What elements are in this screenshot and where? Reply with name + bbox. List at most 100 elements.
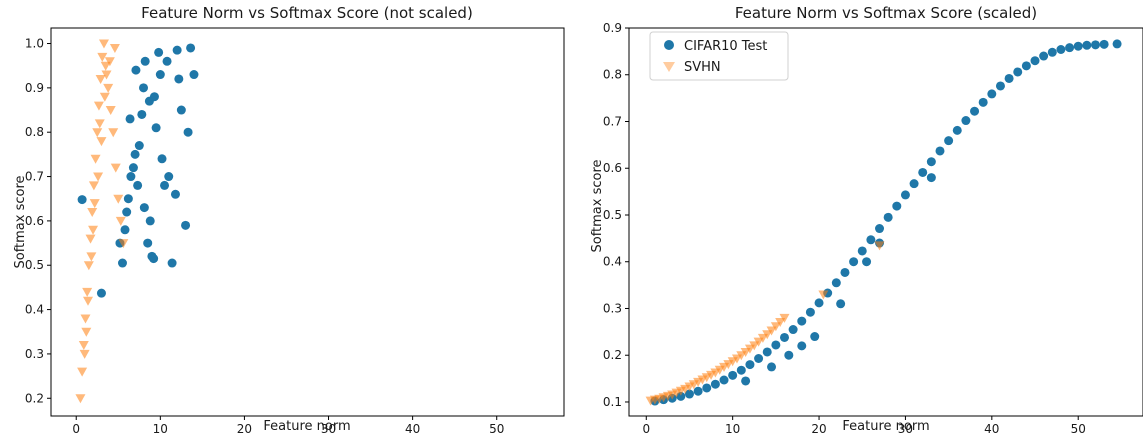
data-point — [926, 173, 936, 183]
x-tick-label: 20 — [237, 422, 252, 436]
data-point — [766, 326, 777, 336]
data-point — [82, 287, 93, 297]
y-tick-label: 0.7 — [603, 114, 622, 128]
data-point — [157, 154, 167, 164]
data-point — [840, 267, 850, 277]
data-point — [100, 61, 111, 71]
data-point — [676, 391, 686, 401]
data-point — [1056, 45, 1066, 55]
data-point — [1073, 41, 1083, 51]
data-point — [702, 383, 712, 393]
data-point — [762, 347, 772, 357]
y-axis-label: Softmax score — [13, 175, 28, 268]
data-point — [866, 235, 876, 245]
data-point — [78, 341, 89, 351]
y-tick-label: 0.9 — [603, 21, 622, 35]
data-point — [797, 316, 807, 326]
data-point — [728, 370, 738, 380]
data-point — [684, 389, 694, 399]
data-point — [115, 216, 126, 226]
data-point — [108, 128, 119, 138]
series-0 — [77, 43, 199, 298]
data-point — [874, 241, 885, 251]
data-point — [788, 325, 798, 335]
x-tick-label: 40 — [405, 422, 420, 436]
data-point — [762, 330, 773, 340]
data-point — [162, 56, 172, 66]
data-point — [96, 288, 106, 298]
data-point — [909, 179, 919, 189]
data-point — [92, 128, 103, 138]
data-point — [1047, 47, 1057, 57]
data-point — [117, 258, 127, 268]
data-point — [1013, 67, 1023, 77]
y-tick-label: 0.8 — [603, 68, 622, 82]
data-point — [99, 92, 110, 102]
data-point — [944, 136, 954, 146]
data-point — [995, 81, 1005, 91]
data-point — [1065, 43, 1075, 53]
data-point — [857, 246, 867, 256]
data-point — [818, 290, 829, 300]
data-point — [143, 238, 153, 248]
data-point — [797, 341, 807, 351]
y-tick-label: 0.5 — [603, 208, 622, 222]
data-point — [183, 127, 193, 137]
data-point — [80, 314, 91, 324]
data-point — [978, 97, 988, 107]
data-point — [79, 349, 90, 359]
data-point — [105, 106, 116, 116]
y-tick-label: 0.9 — [25, 81, 44, 95]
data-point — [164, 172, 174, 182]
data-point — [883, 212, 893, 222]
data-point — [814, 298, 824, 308]
series-1 — [75, 39, 129, 404]
x-tick-label: 50 — [489, 422, 504, 436]
data-point — [88, 225, 99, 235]
x-tick-label: 10 — [153, 422, 168, 436]
data-point — [181, 220, 191, 230]
data-point — [749, 341, 760, 351]
data-point — [151, 123, 161, 133]
data-point — [1099, 39, 1109, 49]
data-point — [900, 190, 910, 200]
legend-box — [649, 31, 789, 81]
data-point — [134, 141, 144, 151]
legend-label-cifar10: CIFAR10 Test — [684, 39, 767, 54]
x-tick-label: 10 — [725, 422, 740, 436]
y-tick-label: 0.1 — [603, 395, 622, 409]
data-point — [85, 234, 96, 244]
data-point — [140, 56, 150, 66]
plot-frame — [628, 27, 1143, 417]
plot-area — [645, 39, 1122, 406]
data-point — [1090, 40, 1100, 50]
data-point — [149, 254, 159, 264]
plot-area — [75, 39, 199, 404]
data-point — [95, 74, 106, 84]
y-tick-label: 0.2 — [25, 391, 44, 405]
data-point — [87, 208, 98, 218]
data-point — [952, 125, 962, 135]
data-point — [741, 376, 751, 386]
data-point — [767, 362, 777, 372]
x-tick-label: 20 — [811, 422, 826, 436]
data-point — [128, 163, 138, 173]
data-point — [88, 181, 99, 191]
data-point — [130, 149, 140, 159]
data-point — [719, 375, 729, 385]
data-point — [77, 367, 88, 377]
data-point — [154, 47, 164, 57]
data-point — [753, 337, 764, 347]
data-point — [81, 327, 92, 337]
data-point — [125, 114, 135, 124]
data-point — [779, 313, 790, 323]
y-axis: 0.2 0.3 0.4 0.5 0.6 0.7 0.8 0.9 1.0 — [25, 37, 51, 405]
data-point — [805, 307, 815, 317]
series-1 — [645, 241, 885, 406]
data-point — [104, 57, 115, 67]
data-point — [775, 318, 786, 328]
x-tick-label: 40 — [984, 422, 999, 436]
data-point — [892, 201, 902, 211]
data-point — [167, 258, 177, 268]
chart-scaled: Feature Norm vs Softmax Score (scaled) 0… — [590, 4, 1143, 436]
